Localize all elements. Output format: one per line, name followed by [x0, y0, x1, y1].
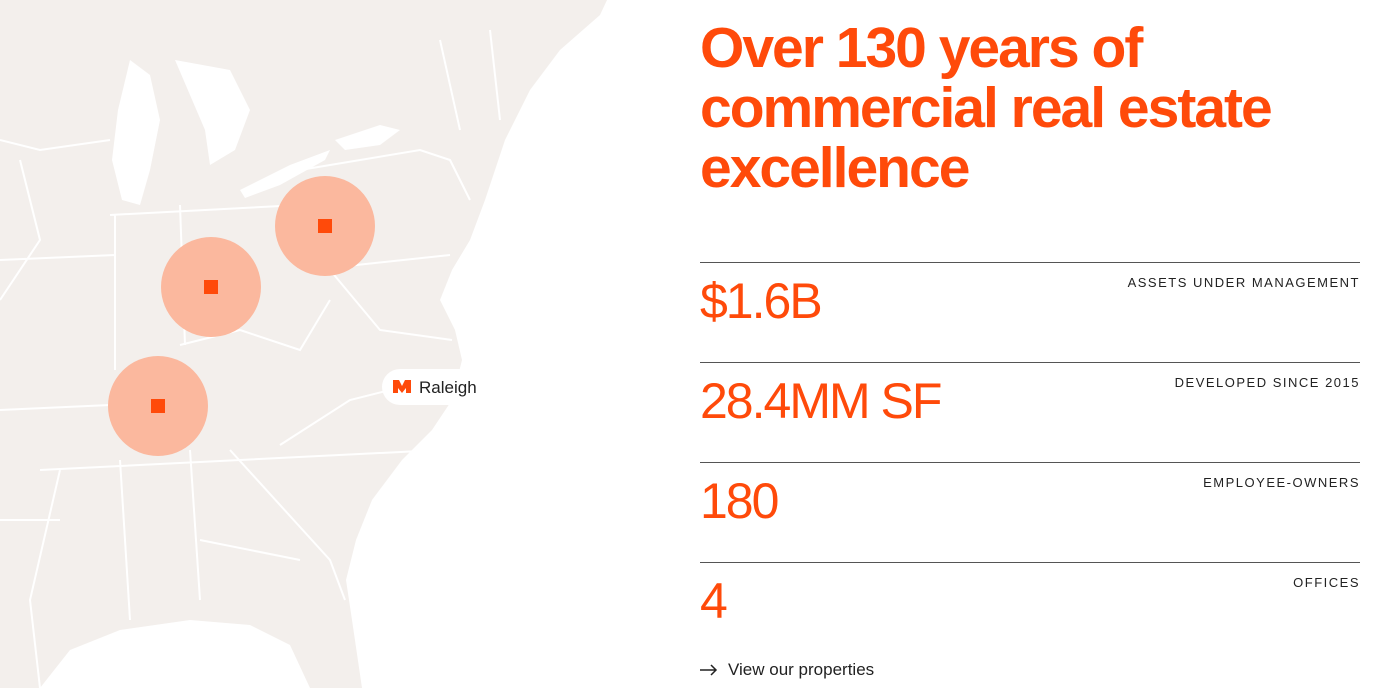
lake-ontario [335, 125, 400, 150]
marker-label: Raleigh [419, 378, 477, 397]
logo [393, 380, 411, 393]
office-pin [204, 280, 218, 294]
raleigh-pill[interactable]: Raleigh [382, 369, 490, 405]
stat-label: EMPLOYEE-OWNERS [1203, 475, 1360, 490]
office-markers [108, 176, 375, 456]
stat-label: OFFICES [1293, 575, 1360, 590]
office-pin [318, 219, 332, 233]
stat-row: $1.6B ASSETS UNDER MANAGEMENT [700, 262, 1360, 363]
gulf [40, 620, 310, 688]
stat-value: 180 [700, 473, 779, 529]
stat-row: 180 EMPLOYEE-OWNERS [700, 462, 1360, 563]
lake-michigan [112, 60, 160, 205]
stat-label: ASSETS UNDER MANAGEMENT [1127, 275, 1360, 290]
stat-row: 28.4MM SF DEVELOPED SINCE 2015 [700, 362, 1360, 463]
map: Raleigh [0, 0, 607, 688]
lake-huron [175, 60, 250, 165]
office-pin [151, 399, 165, 413]
stat-row: 4 OFFICES [700, 562, 1360, 663]
link-text[interactable]: View our properties [728, 660, 875, 679]
stat-value: 28.4MM SF [700, 373, 942, 429]
lake-erie [240, 150, 330, 198]
pill-bg [382, 369, 490, 405]
view-properties-link[interactable]: View our properties [700, 660, 874, 680]
stat-label: DEVELOPED SINCE 2015 [1174, 375, 1360, 390]
heading: Over 130 years of commercial real estate… [700, 16, 1273, 200]
arrow-icon [700, 664, 718, 676]
stat-value: $1.6B [700, 273, 823, 329]
stat-value: 4 [700, 573, 728, 629]
